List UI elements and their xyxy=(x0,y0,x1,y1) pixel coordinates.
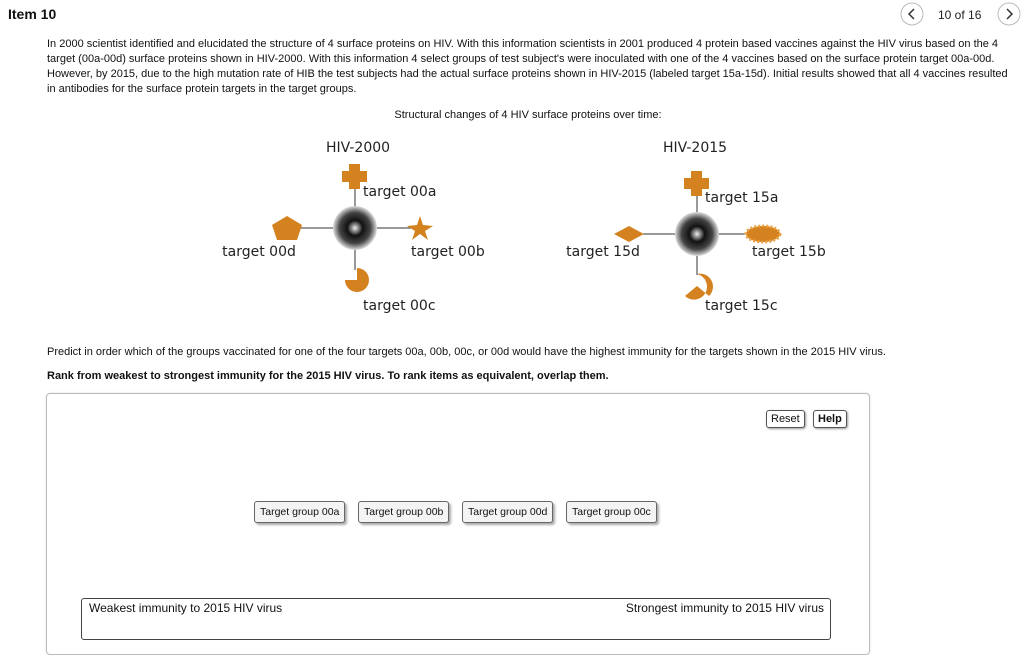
next-icon xyxy=(1006,8,1014,20)
target-label: target 15b xyxy=(752,244,826,260)
protein-star xyxy=(407,216,433,240)
target-label: target 15c xyxy=(705,298,778,314)
virus xyxy=(675,212,719,256)
target-label: target 00d xyxy=(222,244,296,260)
pager: 10 of 16 xyxy=(900,2,1021,26)
diagram-title: HIV-2015 xyxy=(663,140,727,156)
figure-caption: Structural changes of 4 HIV surface prot… xyxy=(394,109,662,121)
target-label: target 00c xyxy=(363,298,436,314)
prev-button[interactable] xyxy=(900,2,924,26)
instruction: Rank from weakest to strongest immunity … xyxy=(47,370,609,382)
protein-pacman xyxy=(685,273,713,300)
ranking-area: Reset Help Target group 00a Target group… xyxy=(46,393,870,655)
hiv-2015: HIV-2015 target 15a target 15b target 15… xyxy=(566,140,826,314)
next-button[interactable] xyxy=(997,2,1021,26)
rank-bar-right: Strongest immunity to 2015 HIV virus xyxy=(625,601,824,615)
prev-icon xyxy=(907,8,915,20)
target-label: target 15d xyxy=(566,244,640,260)
rank-bar-left: Weakest immunity to 2015 HIV virus xyxy=(89,601,283,615)
page: Item 10 10 of 16 In 2000 scientist ident… xyxy=(8,2,1021,655)
protein-pacman xyxy=(345,268,369,292)
diagram: HIV-2000 target 00a target 00b target 00… xyxy=(222,140,826,314)
rank-item[interactable]: Target group 00b xyxy=(358,501,450,523)
target-label: target 00a xyxy=(363,184,436,200)
diagram-title: HIV-2000 xyxy=(326,140,390,156)
help-button[interactable]: Help xyxy=(813,410,847,428)
rank-item[interactable]: Target group 00a xyxy=(254,501,346,523)
target-label: target 00b xyxy=(411,244,485,260)
reset-button[interactable]: Reset xyxy=(766,410,805,428)
protein-pentagon xyxy=(272,216,302,240)
prompt: Predict in order which of the groups vac… xyxy=(47,346,886,358)
protein-sun xyxy=(744,224,782,244)
target-label: target 15a xyxy=(705,190,778,206)
hiv-2000: HIV-2000 target 00a target 00b target 00… xyxy=(222,140,485,314)
item-title: Item 10 xyxy=(8,6,57,22)
pager-label: 10 of 16 xyxy=(938,8,982,22)
protein-diamond xyxy=(614,226,644,242)
protein-cross xyxy=(684,171,709,196)
rank-bar: Weakest immunity to 2015 HIV virus Stron… xyxy=(81,598,831,640)
protein-cross xyxy=(342,164,367,189)
question-text: In 2000 scientist identified and elucida… xyxy=(47,38,1008,95)
rank-item[interactable]: Target group 00d xyxy=(462,501,554,523)
rank-item[interactable]: Target group 00c xyxy=(566,501,657,523)
virus xyxy=(333,206,377,250)
